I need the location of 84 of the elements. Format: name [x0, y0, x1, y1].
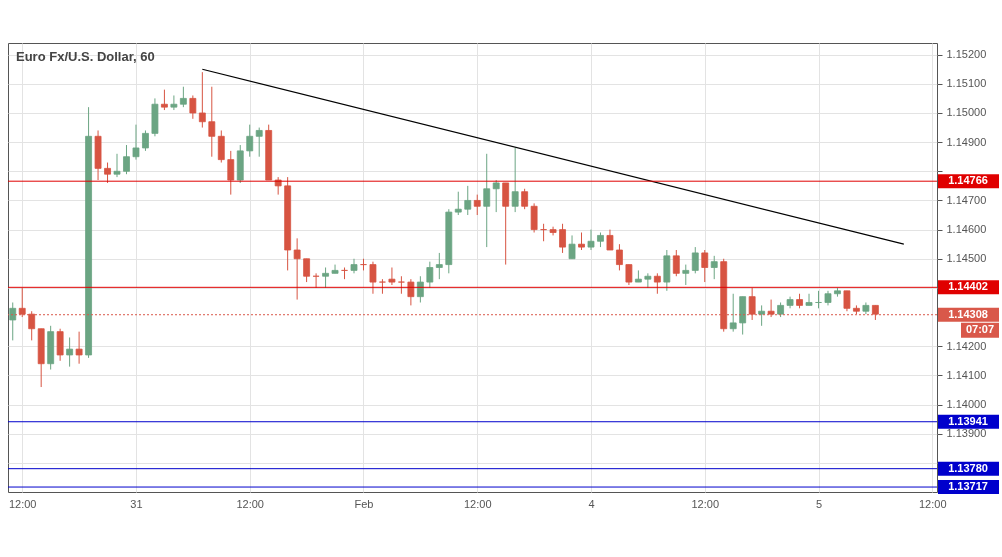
candlestick — [682, 264, 690, 286]
candlestick — [616, 243, 623, 271]
x-tick-label: 12:00 — [918, 497, 947, 510]
ref-line-label: 1.13941 — [948, 414, 988, 427]
candlestick — [208, 86, 216, 158]
candlestick — [843, 290, 851, 312]
candlestick — [170, 94, 178, 111]
candlestick — [407, 278, 415, 306]
x-tick-label: 4 — [588, 497, 595, 510]
y-tick-label: 1.14700 — [946, 193, 987, 206]
y-tick-label: 1.14600 — [946, 223, 987, 236]
candlestick — [198, 71, 206, 129]
candlestick — [653, 272, 661, 295]
ref-line-label: 1.13717 — [948, 480, 988, 493]
candlestick — [473, 194, 481, 216]
y-tick-label: 1.15200 — [946, 48, 987, 61]
ref-line-label: 1.14766 — [948, 174, 988, 187]
candlestick — [322, 267, 329, 289]
candlestick — [255, 127, 263, 158]
x-tick-label: 12:00 — [691, 497, 720, 510]
y-tick-label: 1.14500 — [946, 252, 987, 265]
candlestick — [521, 188, 529, 210]
candlestick — [502, 182, 510, 266]
candlestick — [511, 147, 519, 213]
candlestick — [559, 223, 566, 254]
ref-line-label: 1.14308 — [948, 307, 988, 320]
y-tick-label: 1.13900 — [946, 427, 987, 440]
candlestick — [625, 264, 633, 286]
x-tick-label: 12:00 — [8, 497, 37, 510]
candlestick — [530, 202, 538, 234]
candlestick — [426, 261, 434, 289]
candlestick — [568, 234, 576, 260]
x-tick-label: Feb — [354, 497, 374, 510]
candlestick — [104, 162, 111, 184]
candlestick — [217, 129, 225, 164]
candlestick — [75, 331, 83, 365]
candlestick — [56, 328, 64, 362]
candlestick — [805, 293, 813, 306]
candlestick — [123, 144, 130, 175]
x-tick-label: 12:00 — [236, 497, 264, 510]
candlestick — [388, 267, 396, 286]
candlestick — [492, 179, 500, 213]
text: 07:07 — [965, 323, 995, 336]
candlestick — [331, 264, 339, 274]
ref-line-label: 1.14402 — [948, 280, 988, 293]
candlestick — [350, 258, 358, 274]
candlestick — [113, 153, 121, 178]
candlestick — [672, 249, 680, 277]
candlestick — [369, 261, 377, 295]
candlestick — [729, 293, 737, 333]
candlestick — [142, 129, 149, 152]
chart-title: Euro Fx/U.S. Dollar, 60 — [16, 49, 155, 64]
ref-line-label: 1.13780 — [948, 461, 988, 474]
candlestick — [132, 124, 140, 161]
candlestick — [189, 94, 197, 120]
y-tick-label: 1.15000 — [946, 106, 987, 119]
candlestick — [9, 301, 17, 341]
candlestick — [161, 89, 168, 111]
candlestick — [227, 150, 235, 196]
candlestick — [606, 229, 614, 251]
candlestick — [303, 258, 311, 283]
candlestick — [644, 272, 652, 289]
candlestick — [66, 336, 74, 368]
candlestick — [691, 246, 699, 274]
candlestick — [758, 304, 766, 327]
x-tick-label: 31 — [130, 497, 143, 510]
candlestick — [464, 185, 472, 216]
candlestick — [246, 124, 254, 158]
y-tick-label: 1.15100 — [946, 77, 987, 90]
y-tick-label: 1.14100 — [946, 368, 987, 381]
y-tick-label: 1.14900 — [946, 135, 987, 148]
x-tick-label: 12:00 — [463, 497, 492, 510]
candlestick — [179, 86, 187, 108]
candlestick — [435, 252, 443, 280]
candlestick — [710, 255, 718, 280]
y-tick-label: 1.14200 — [946, 339, 987, 352]
candlestick — [483, 153, 491, 248]
candlestick — [701, 249, 709, 283]
candlestick — [454, 191, 462, 216]
x-tick-label: 5 — [815, 497, 823, 510]
candlestick — [416, 275, 424, 303]
candlestick — [587, 229, 595, 251]
candlestick — [293, 237, 301, 301]
y-tick-label: 1.14000 — [946, 398, 987, 411]
